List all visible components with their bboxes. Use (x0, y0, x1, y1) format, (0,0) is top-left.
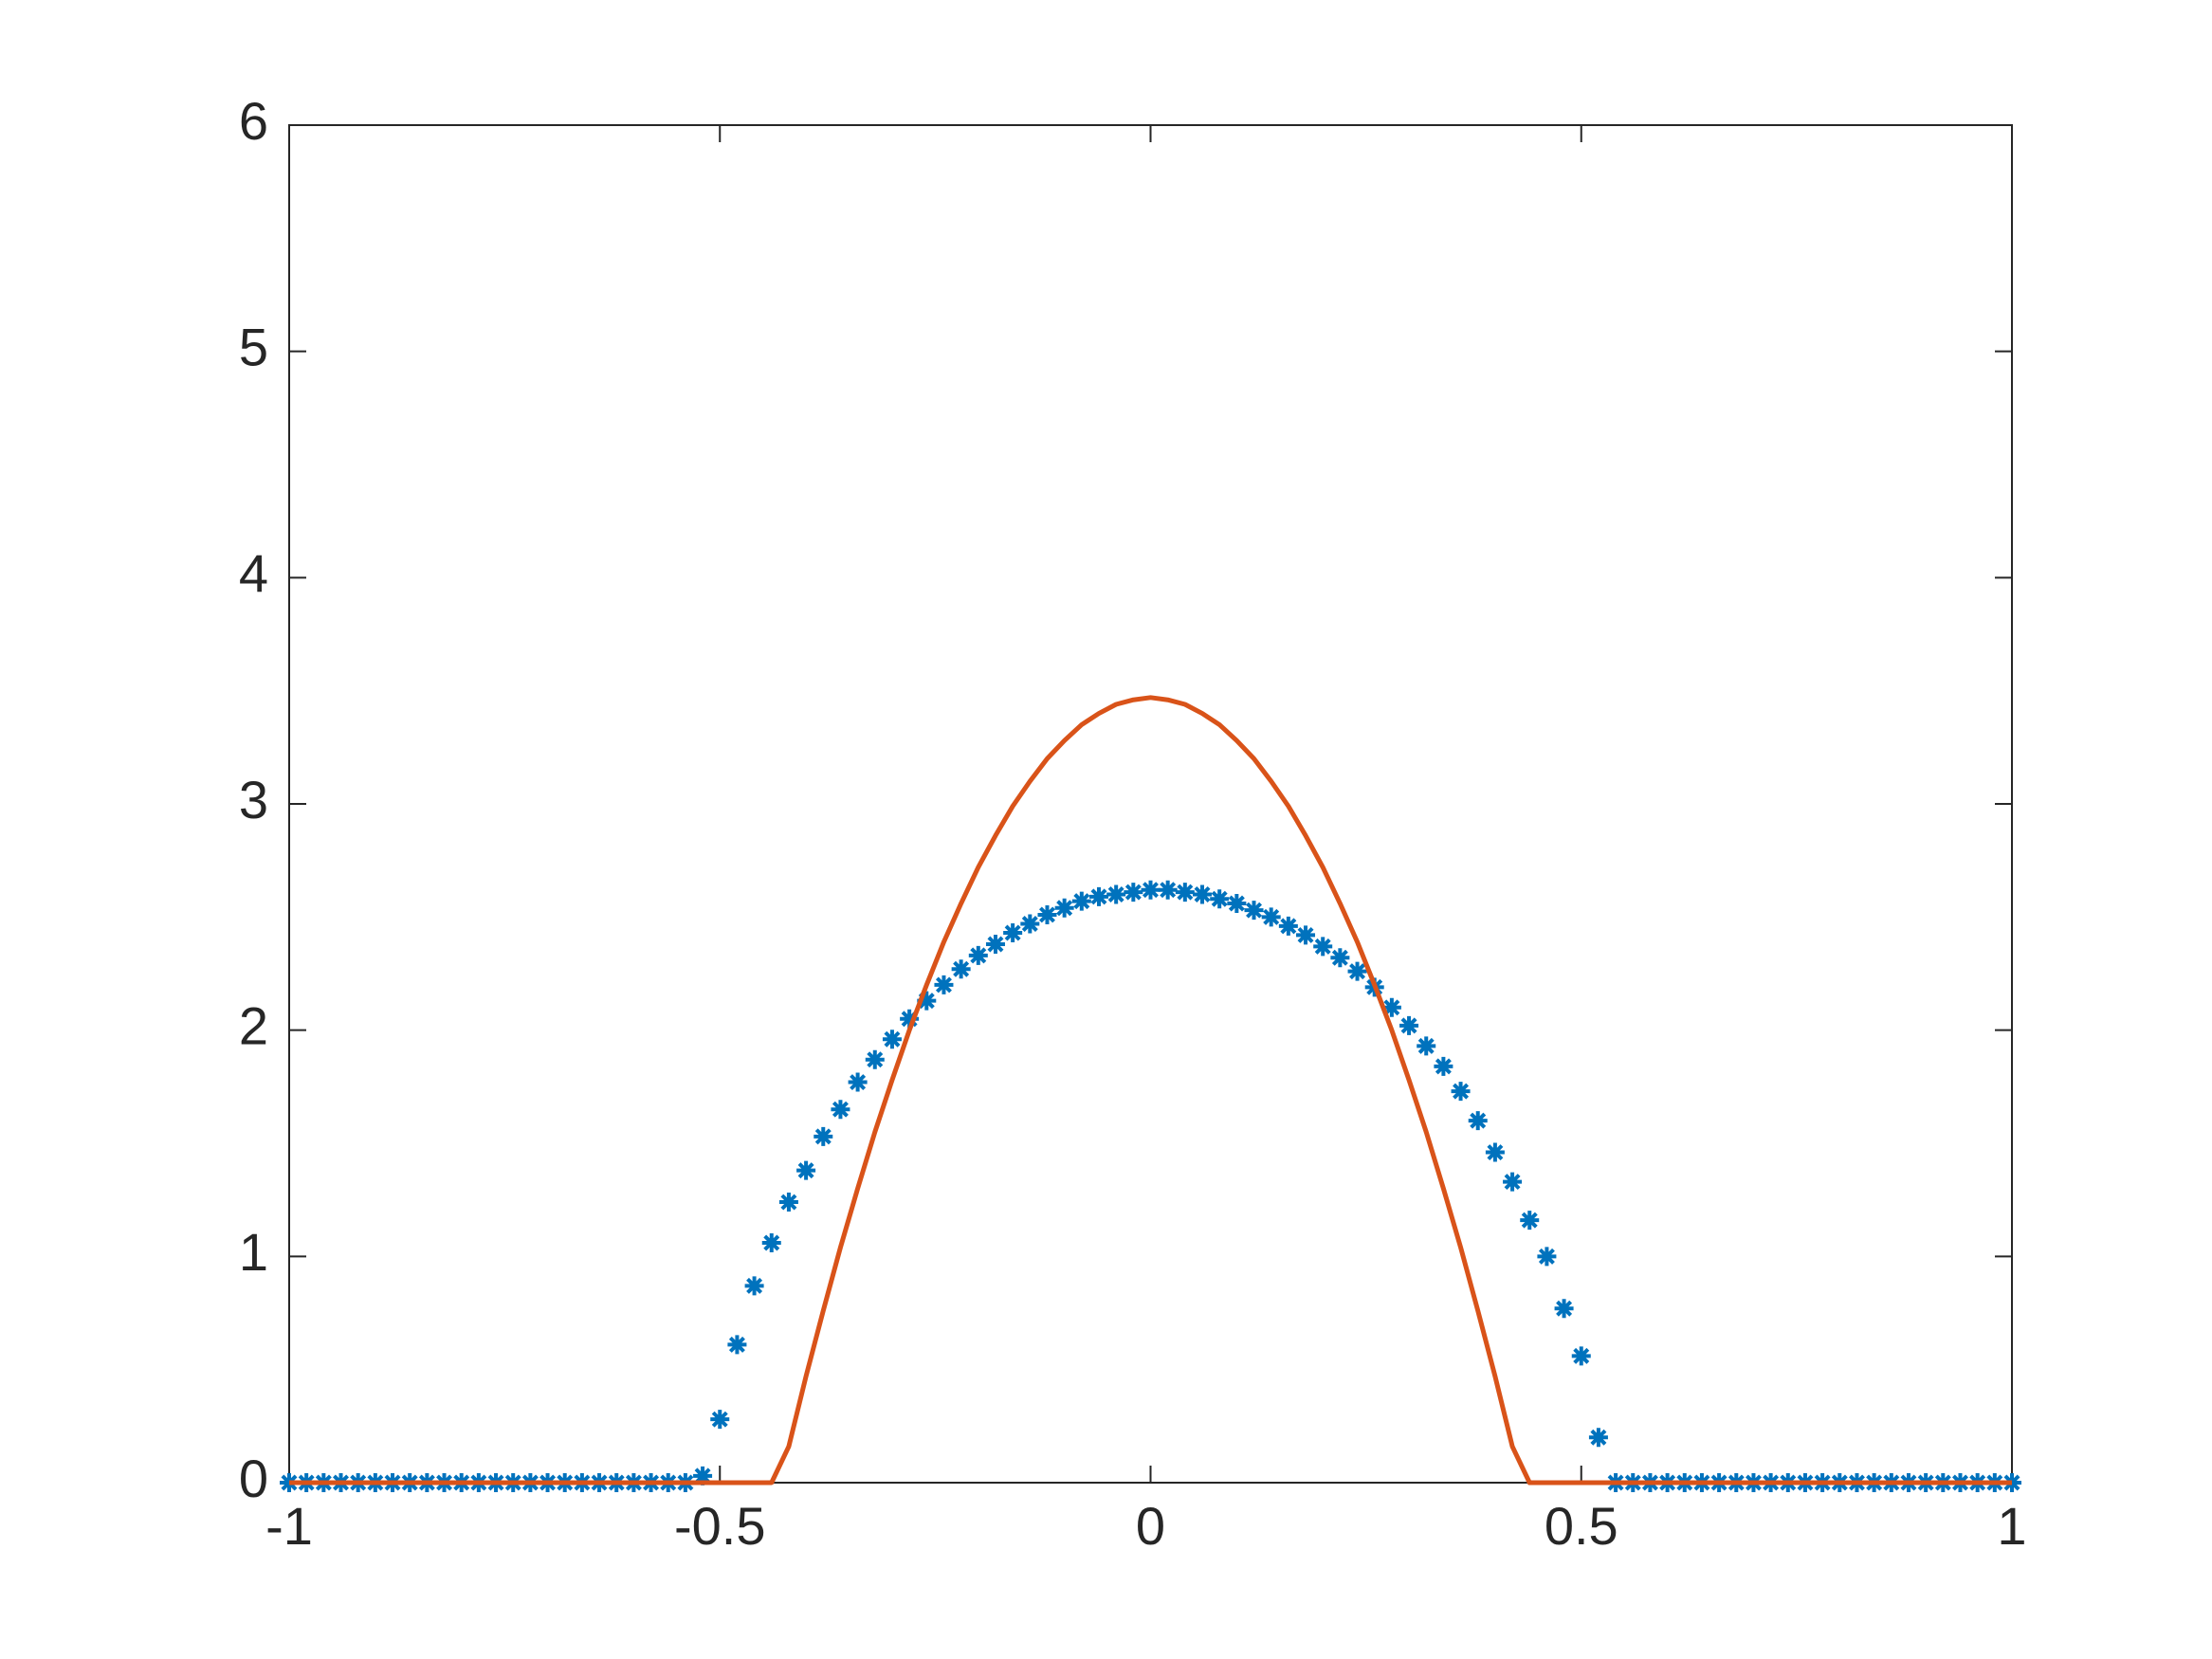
axes-box (288, 124, 2013, 1484)
x-tick-label: 0 (1136, 1496, 1165, 1556)
data-marker (1071, 891, 1091, 911)
data-marker (831, 1100, 850, 1120)
data-marker (1296, 925, 1316, 945)
data-marker (985, 934, 1005, 954)
data-marker (1468, 1111, 1488, 1131)
data-marker (1020, 914, 1040, 934)
data-marker (710, 1410, 730, 1430)
data-marker (1003, 923, 1023, 943)
data-marker (1088, 886, 1108, 906)
data-marker (917, 991, 937, 1011)
data-marker (1141, 880, 1161, 900)
y-tick-label: 5 (239, 317, 268, 376)
x-tick-label: 0.5 (1545, 1496, 1618, 1556)
data-marker (1347, 961, 1367, 981)
data-marker (1054, 898, 1074, 918)
data-marker (1451, 1082, 1471, 1102)
data-marker (1571, 1346, 1591, 1366)
data-marker (1158, 880, 1178, 900)
data-marker (1503, 1172, 1523, 1192)
data-marker (1313, 937, 1333, 957)
data-marker (727, 1335, 747, 1355)
data-marker (1399, 1015, 1419, 1035)
data-marker (814, 1126, 833, 1146)
data-marker (865, 1049, 885, 1069)
data-marker (1210, 889, 1230, 909)
data-marker (796, 1160, 816, 1180)
data-marker (1554, 1299, 1574, 1319)
y-tick-label: 2 (239, 995, 268, 1055)
data-marker (1037, 904, 1057, 924)
data-marker (1417, 1036, 1436, 1056)
data-marker (1124, 883, 1143, 902)
data-marker (848, 1072, 868, 1092)
data-marker (744, 1276, 764, 1296)
data-marker (1485, 1142, 1505, 1162)
x-tick-label: -0.5 (674, 1496, 766, 1556)
data-marker (1244, 901, 1264, 921)
x-tick-label: 1 (1997, 1496, 2026, 1556)
data-marker (900, 1009, 920, 1029)
data-marker (1381, 997, 1401, 1017)
y-tick-label: 1 (239, 1222, 268, 1282)
data-marker (968, 945, 988, 965)
data-marker (778, 1193, 798, 1212)
x-tick-label: -1 (265, 1496, 313, 1556)
data-marker (1434, 1056, 1453, 1076)
data-marker (934, 975, 954, 994)
data-marker (761, 1233, 781, 1253)
data-marker (1175, 883, 1195, 902)
y-tick-label: 4 (239, 543, 268, 603)
data-marker (1106, 884, 1126, 904)
data-marker (1278, 916, 1298, 936)
y-tick-label: 3 (239, 770, 268, 830)
data-marker (1330, 948, 1350, 968)
data-marker (882, 1030, 902, 1049)
data-marker (1193, 884, 1213, 904)
y-tick-label: 0 (239, 1449, 268, 1508)
data-marker (1520, 1211, 1540, 1231)
data-marker (1588, 1428, 1608, 1448)
data-marker (1261, 907, 1281, 927)
data-marker (693, 1466, 713, 1486)
data-line (289, 695, 2012, 1486)
data-marker (1537, 1247, 1557, 1267)
y-tick-label: 6 (239, 91, 268, 151)
data-marker (1227, 894, 1247, 914)
data-marker (951, 959, 971, 979)
